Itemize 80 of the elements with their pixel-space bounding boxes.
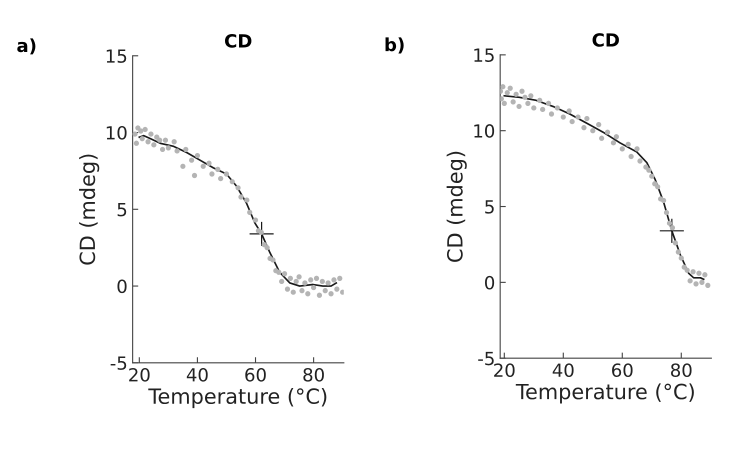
x-axis-title: Temperature (°C) bbox=[148, 388, 326, 408]
point bbox=[570, 118, 575, 124]
y-tick-label: 10 bbox=[106, 126, 127, 140]
point bbox=[628, 154, 634, 160]
point bbox=[702, 272, 708, 278]
point bbox=[500, 96, 504, 102]
point bbox=[660, 198, 666, 204]
point bbox=[649, 174, 654, 179]
y-tick-label: 15 bbox=[106, 49, 126, 63]
point bbox=[646, 168, 652, 173]
point bbox=[528, 93, 534, 98]
point bbox=[531, 105, 536, 111]
point bbox=[620, 146, 625, 152]
point bbox=[514, 92, 519, 97]
chart-title: CD bbox=[225, 34, 252, 48]
chart-title: CD bbox=[592, 33, 619, 47]
point bbox=[502, 100, 507, 106]
y-tick-label: 0 bbox=[485, 276, 494, 290]
point bbox=[537, 98, 542, 103]
y-tick-label: 5 bbox=[118, 202, 126, 216]
point bbox=[560, 114, 566, 120]
point bbox=[510, 99, 516, 104]
x-tick-label: 60 bbox=[612, 363, 633, 378]
point bbox=[652, 181, 658, 186]
point bbox=[634, 146, 640, 152]
point bbox=[596, 122, 602, 128]
x-axis-title: Temperature (°C) bbox=[516, 383, 694, 404]
point bbox=[705, 282, 710, 288]
point bbox=[554, 105, 560, 111]
point bbox=[688, 278, 693, 284]
y-tick-label: 0 bbox=[117, 280, 127, 294]
point bbox=[522, 94, 528, 100]
point bbox=[693, 281, 699, 286]
point bbox=[696, 270, 702, 276]
point bbox=[508, 86, 513, 91]
x-tick-label: 20 bbox=[494, 363, 515, 378]
point bbox=[678, 255, 684, 261]
point bbox=[637, 158, 643, 164]
point bbox=[540, 106, 546, 112]
point bbox=[699, 280, 705, 285]
point bbox=[581, 125, 587, 130]
y-tick-label: -5 bbox=[478, 352, 494, 366]
x-tick-label: 60 bbox=[245, 368, 266, 382]
point bbox=[500, 84, 506, 90]
y-tick-label: 15 bbox=[474, 48, 494, 62]
point bbox=[676, 249, 681, 255]
y-tick-label: 5 bbox=[485, 200, 494, 214]
x-tick-label: 80 bbox=[303, 368, 324, 382]
point bbox=[590, 128, 596, 134]
point bbox=[655, 184, 660, 190]
y-tick-label: -5 bbox=[110, 356, 126, 370]
y-tick-label: 10 bbox=[474, 124, 494, 138]
point bbox=[664, 210, 670, 216]
x-tick-label: 20 bbox=[129, 368, 150, 382]
y-axis-title: CD (mdeg) bbox=[446, 152, 467, 262]
x-tick-label: 80 bbox=[671, 363, 692, 378]
point bbox=[519, 88, 525, 94]
point bbox=[604, 130, 610, 135]
point bbox=[666, 220, 672, 226]
point bbox=[566, 108, 572, 114]
text: b) bbox=[386, 37, 404, 54]
point bbox=[504, 90, 510, 96]
point bbox=[525, 100, 530, 106]
point bbox=[548, 111, 554, 117]
point bbox=[610, 140, 616, 146]
y-axis-title: CD (mdeg) bbox=[79, 154, 100, 265]
x-tick-label: 40 bbox=[552, 363, 574, 378]
point bbox=[626, 142, 631, 147]
point bbox=[670, 225, 676, 230]
x-tick-label: 40 bbox=[186, 368, 208, 382]
text: a) bbox=[17, 38, 36, 54]
point bbox=[516, 104, 522, 110]
point bbox=[575, 114, 581, 120]
point bbox=[672, 240, 678, 246]
point bbox=[584, 116, 590, 122]
point bbox=[690, 269, 696, 274]
point bbox=[599, 136, 604, 141]
point bbox=[614, 134, 619, 140]
point bbox=[684, 268, 690, 273]
point bbox=[546, 100, 552, 106]
